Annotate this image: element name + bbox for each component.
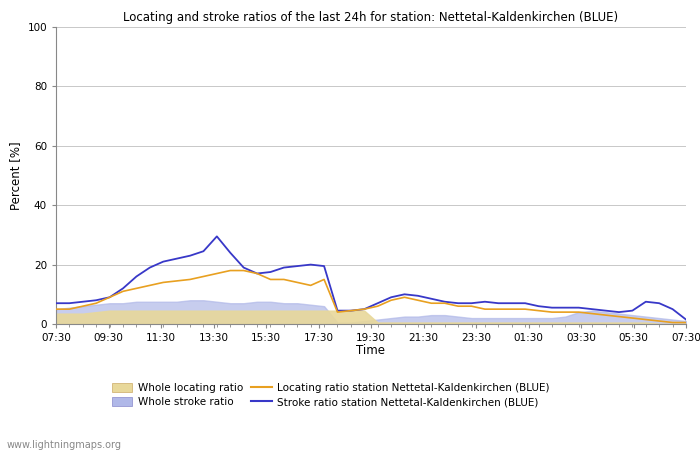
Text: www.lightningmaps.org: www.lightningmaps.org [7, 440, 122, 450]
Title: Locating and stroke ratios of the last 24h for station: Nettetal-Kaldenkirchen (: Locating and stroke ratios of the last 2… [123, 11, 619, 24]
X-axis label: Time: Time [356, 344, 386, 357]
Y-axis label: Percent [%]: Percent [%] [9, 141, 22, 210]
Legend: Whole locating ratio, Whole stroke ratio, Locating ratio station Nettetal-Kalden: Whole locating ratio, Whole stroke ratio… [111, 382, 550, 407]
